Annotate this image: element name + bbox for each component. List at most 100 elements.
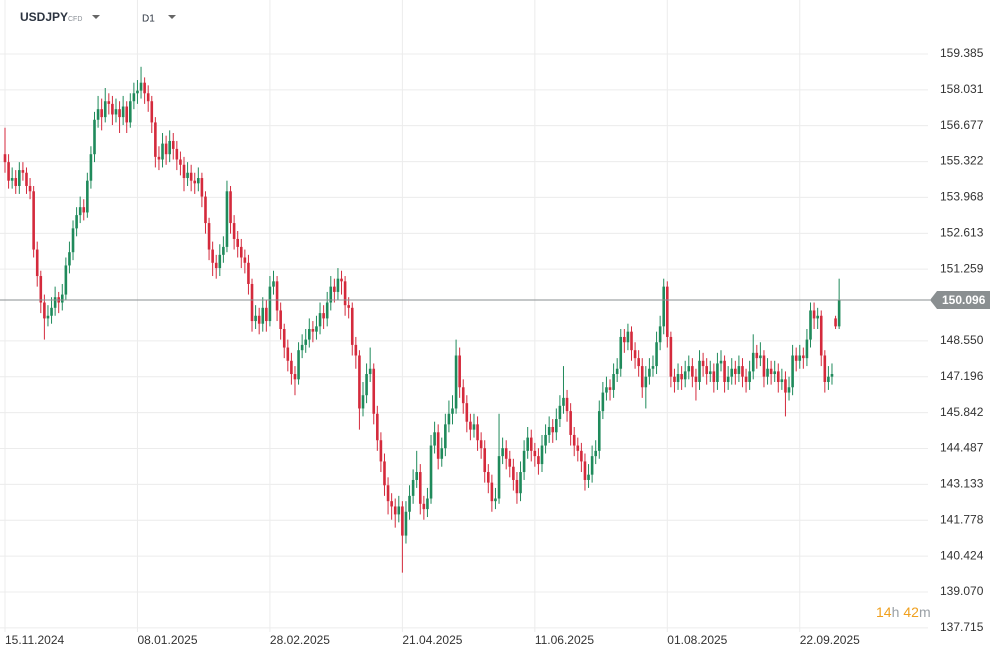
candle-body (415, 472, 418, 480)
candle-body (132, 93, 136, 102)
candle-body (411, 479, 415, 496)
candle-body (816, 315, 819, 319)
x-tick-label: 01.08.2025 (667, 633, 727, 647)
candle-body (701, 360, 705, 367)
candle-body (465, 403, 469, 422)
candle-body (830, 374, 834, 377)
y-tick-label: 137.715 (940, 620, 984, 634)
candle-body (555, 419, 558, 433)
candle-body (261, 307, 265, 324)
candle-body (651, 366, 655, 369)
candle-body (547, 427, 551, 435)
candle-body (164, 143, 168, 155)
candle-body (333, 286, 336, 292)
candle-body (780, 379, 784, 382)
candle-body (408, 495, 411, 512)
candle-body (125, 106, 129, 123)
instrument-type: CFD (68, 16, 82, 23)
candle-body (587, 474, 590, 480)
candle-body (809, 310, 812, 340)
candle-body (569, 411, 572, 435)
symbol[interactable]: USDJPY (20, 10, 68, 24)
candle-body (694, 376, 698, 382)
candle-body (608, 387, 612, 390)
candle-body (580, 450, 583, 462)
candle-body (129, 101, 132, 123)
candle-body (282, 329, 286, 348)
candle-body (272, 281, 275, 287)
timeframe-dropdown[interactable] (168, 15, 176, 19)
candle-body (43, 302, 46, 319)
candle-body (397, 506, 401, 515)
candle-body (35, 249, 39, 277)
candle-body (680, 374, 683, 380)
candle-body (171, 140, 175, 149)
candle-body (422, 503, 426, 510)
candle-body (623, 336, 626, 343)
candle-body (200, 178, 204, 197)
candle-body (157, 156, 161, 160)
candle-body (655, 342, 658, 367)
candle-body (114, 109, 118, 115)
candle-body (458, 355, 461, 388)
candle-body (229, 191, 232, 224)
candle-body (748, 371, 751, 382)
candle-body (787, 387, 791, 393)
candle-body (572, 434, 576, 446)
candle-body (143, 82, 146, 94)
candle-body (204, 196, 207, 224)
candle-body (418, 472, 422, 504)
candle-body (558, 405, 562, 420)
candle-body (383, 461, 386, 486)
candle-body (168, 140, 171, 155)
candle-body (64, 265, 68, 295)
candle-body (666, 286, 669, 337)
candle-body (390, 501, 393, 507)
candle-body (308, 329, 311, 340)
countdown-unit: h (892, 604, 900, 620)
candle-body (197, 178, 200, 184)
y-tick-label: 151.259 (940, 261, 984, 275)
candle-body (526, 437, 529, 451)
candle-body (626, 331, 630, 343)
candle-body (551, 427, 555, 433)
candle-body (146, 93, 150, 102)
candle-body (350, 307, 354, 345)
candle-body (347, 305, 350, 308)
candle-body (329, 286, 333, 303)
candle-body (562, 397, 565, 406)
candle-body (214, 262, 218, 269)
candle-body (784, 379, 787, 393)
candle-body (343, 281, 347, 306)
countdown: 14h 42m (876, 604, 931, 620)
candle-body (669, 336, 673, 377)
y-tick-label: 147.196 (940, 369, 984, 383)
candle-body (637, 358, 640, 367)
y-tick-label: 140.424 (940, 548, 984, 562)
timeframe[interactable]: D1 (142, 14, 155, 25)
candle-body (107, 101, 111, 104)
candle-body (447, 413, 451, 425)
grid (0, 0, 928, 632)
candle-body (161, 143, 164, 160)
candle-body (368, 368, 372, 375)
candle-body (376, 413, 379, 441)
candle-body (522, 450, 526, 473)
candle-body (232, 223, 236, 239)
labels: 137.715 139.070 140.424 141.778 143.133 144.4… (0, 46, 990, 647)
candle-body (734, 368, 737, 375)
symbol-dropdown[interactable] (92, 15, 100, 19)
y-tick-label: 139.070 (940, 584, 984, 598)
candle-body (136, 90, 139, 94)
candle-body (53, 297, 57, 308)
candle-body (46, 315, 50, 319)
candle-body (243, 257, 247, 263)
candle-body (315, 326, 318, 332)
candle-body (386, 485, 390, 502)
candle-body (21, 170, 25, 173)
candle-body (426, 498, 429, 510)
candle-body (28, 185, 32, 192)
candle-body (751, 352, 755, 372)
candle-body (741, 366, 744, 377)
candle-body (691, 366, 694, 377)
